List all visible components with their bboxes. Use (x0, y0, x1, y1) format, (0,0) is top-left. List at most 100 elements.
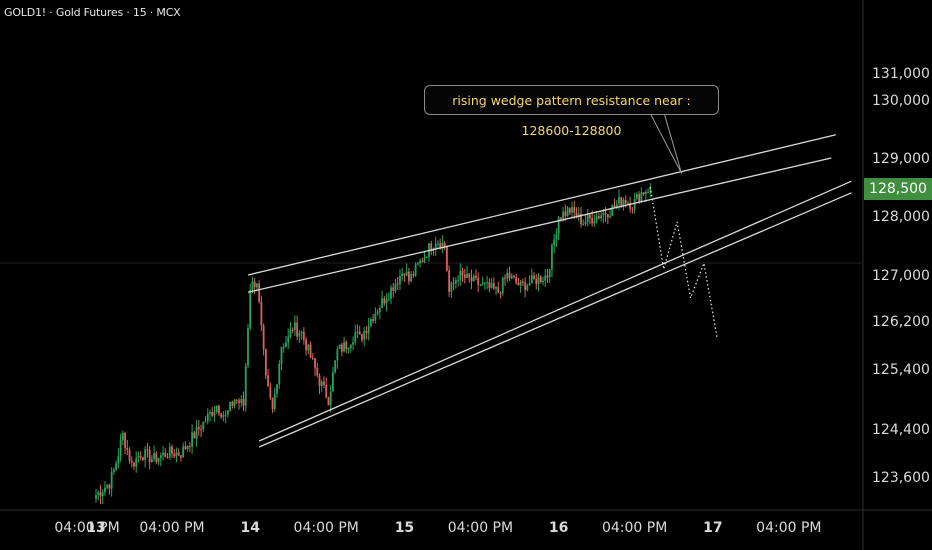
candle-body (307, 344, 310, 351)
candle-body (218, 405, 220, 414)
candle-body (423, 256, 426, 262)
price-tick-label: 123,600 (872, 470, 930, 486)
candle-body (289, 329, 292, 337)
candle-body (642, 192, 645, 195)
candle-body (142, 457, 144, 460)
candle-body (452, 282, 455, 284)
candle-body (258, 283, 261, 302)
callout-pointer (649, 113, 683, 174)
candle-body (600, 215, 603, 219)
time-tick-label: 04:00 PM (448, 520, 513, 536)
candle-body (580, 213, 582, 225)
candle-body (343, 342, 345, 352)
candle-body (325, 384, 328, 398)
candle-body (276, 384, 278, 394)
candle-body (638, 194, 641, 202)
callout-pointer (663, 113, 683, 174)
candle-body (618, 197, 620, 204)
candle-body (356, 331, 359, 333)
symbol-label: GOLD1! · Gold Futures · 15 · MCX (4, 6, 181, 19)
candle-body (434, 243, 437, 249)
candle-body (515, 277, 518, 283)
candle-body (649, 187, 652, 192)
candle-body (425, 256, 428, 258)
candle-body (287, 336, 290, 343)
candle-body (535, 278, 538, 285)
candle-body (546, 275, 549, 278)
candle-body (159, 455, 162, 459)
candle-body (589, 214, 591, 219)
candle-body (495, 287, 497, 289)
candle-body (604, 212, 607, 215)
candle-body (197, 426, 200, 430)
wedge-trendline (247, 134, 836, 276)
candle-body (466, 273, 468, 278)
candle-body (365, 331, 368, 333)
candle-body (117, 455, 120, 464)
candle-body (320, 381, 323, 386)
candle-body (548, 269, 551, 278)
candle-body (329, 391, 332, 406)
candle-body (323, 381, 325, 385)
last-price-badge: 128,500 (864, 178, 932, 200)
candle-body (267, 375, 269, 387)
wedge-trendline (258, 180, 852, 442)
candle-body (260, 301, 263, 326)
candle-body (262, 325, 265, 350)
candle-body (133, 462, 135, 467)
price-tick-label: 127,000 (872, 268, 930, 284)
candle-body (468, 273, 471, 278)
candle-body (157, 458, 160, 463)
candle-body (597, 216, 600, 219)
candle-body (224, 414, 227, 416)
candle-body (624, 199, 627, 204)
candle-body (340, 344, 343, 352)
candle-body (180, 455, 182, 458)
wedge-lines (247, 113, 852, 448)
price-axis: 131,000 130,000 129,000 128,000 127,000 126,2… (872, 66, 930, 486)
candle-body (629, 202, 632, 209)
candle-body (376, 312, 379, 314)
candle-body (256, 283, 258, 288)
candle-body (591, 218, 594, 224)
candle-body (175, 452, 178, 457)
candle-body (130, 460, 133, 463)
candle-body (95, 495, 97, 499)
candle-body (148, 449, 151, 463)
candle-body (439, 243, 442, 249)
candle-body (367, 325, 370, 333)
candle-body (168, 446, 171, 458)
candle-body (231, 401, 234, 406)
candle-body (374, 313, 377, 321)
candle-body (555, 233, 558, 240)
candle-body (249, 289, 252, 329)
candle-body (108, 484, 111, 489)
candle-body (280, 346, 283, 364)
candle-body (347, 348, 350, 350)
candle-body (211, 411, 214, 416)
time-tick-label: 04:00 PM (602, 520, 667, 536)
candle-body (394, 283, 397, 291)
candle-body (477, 277, 480, 285)
candle-body (510, 275, 513, 279)
candle-body (101, 492, 104, 497)
candle-body (251, 281, 254, 290)
candle-body (235, 399, 238, 401)
price-tick-label: 129,000 (872, 151, 930, 167)
time-tick-label: 13 (86, 520, 105, 536)
time-tick-label: 14 (240, 520, 260, 536)
candle-body (584, 221, 587, 224)
candle-body (497, 287, 500, 294)
candle-body (121, 432, 124, 441)
candle-body (144, 449, 147, 460)
candle-body (557, 217, 560, 234)
candle-body (481, 282, 484, 285)
candle-body (443, 242, 446, 247)
candle-body (445, 246, 448, 271)
candle-body (112, 469, 115, 472)
candle-body (166, 456, 169, 458)
candle-body (609, 215, 611, 218)
candle-body (640, 192, 643, 202)
candle-body (504, 277, 506, 279)
